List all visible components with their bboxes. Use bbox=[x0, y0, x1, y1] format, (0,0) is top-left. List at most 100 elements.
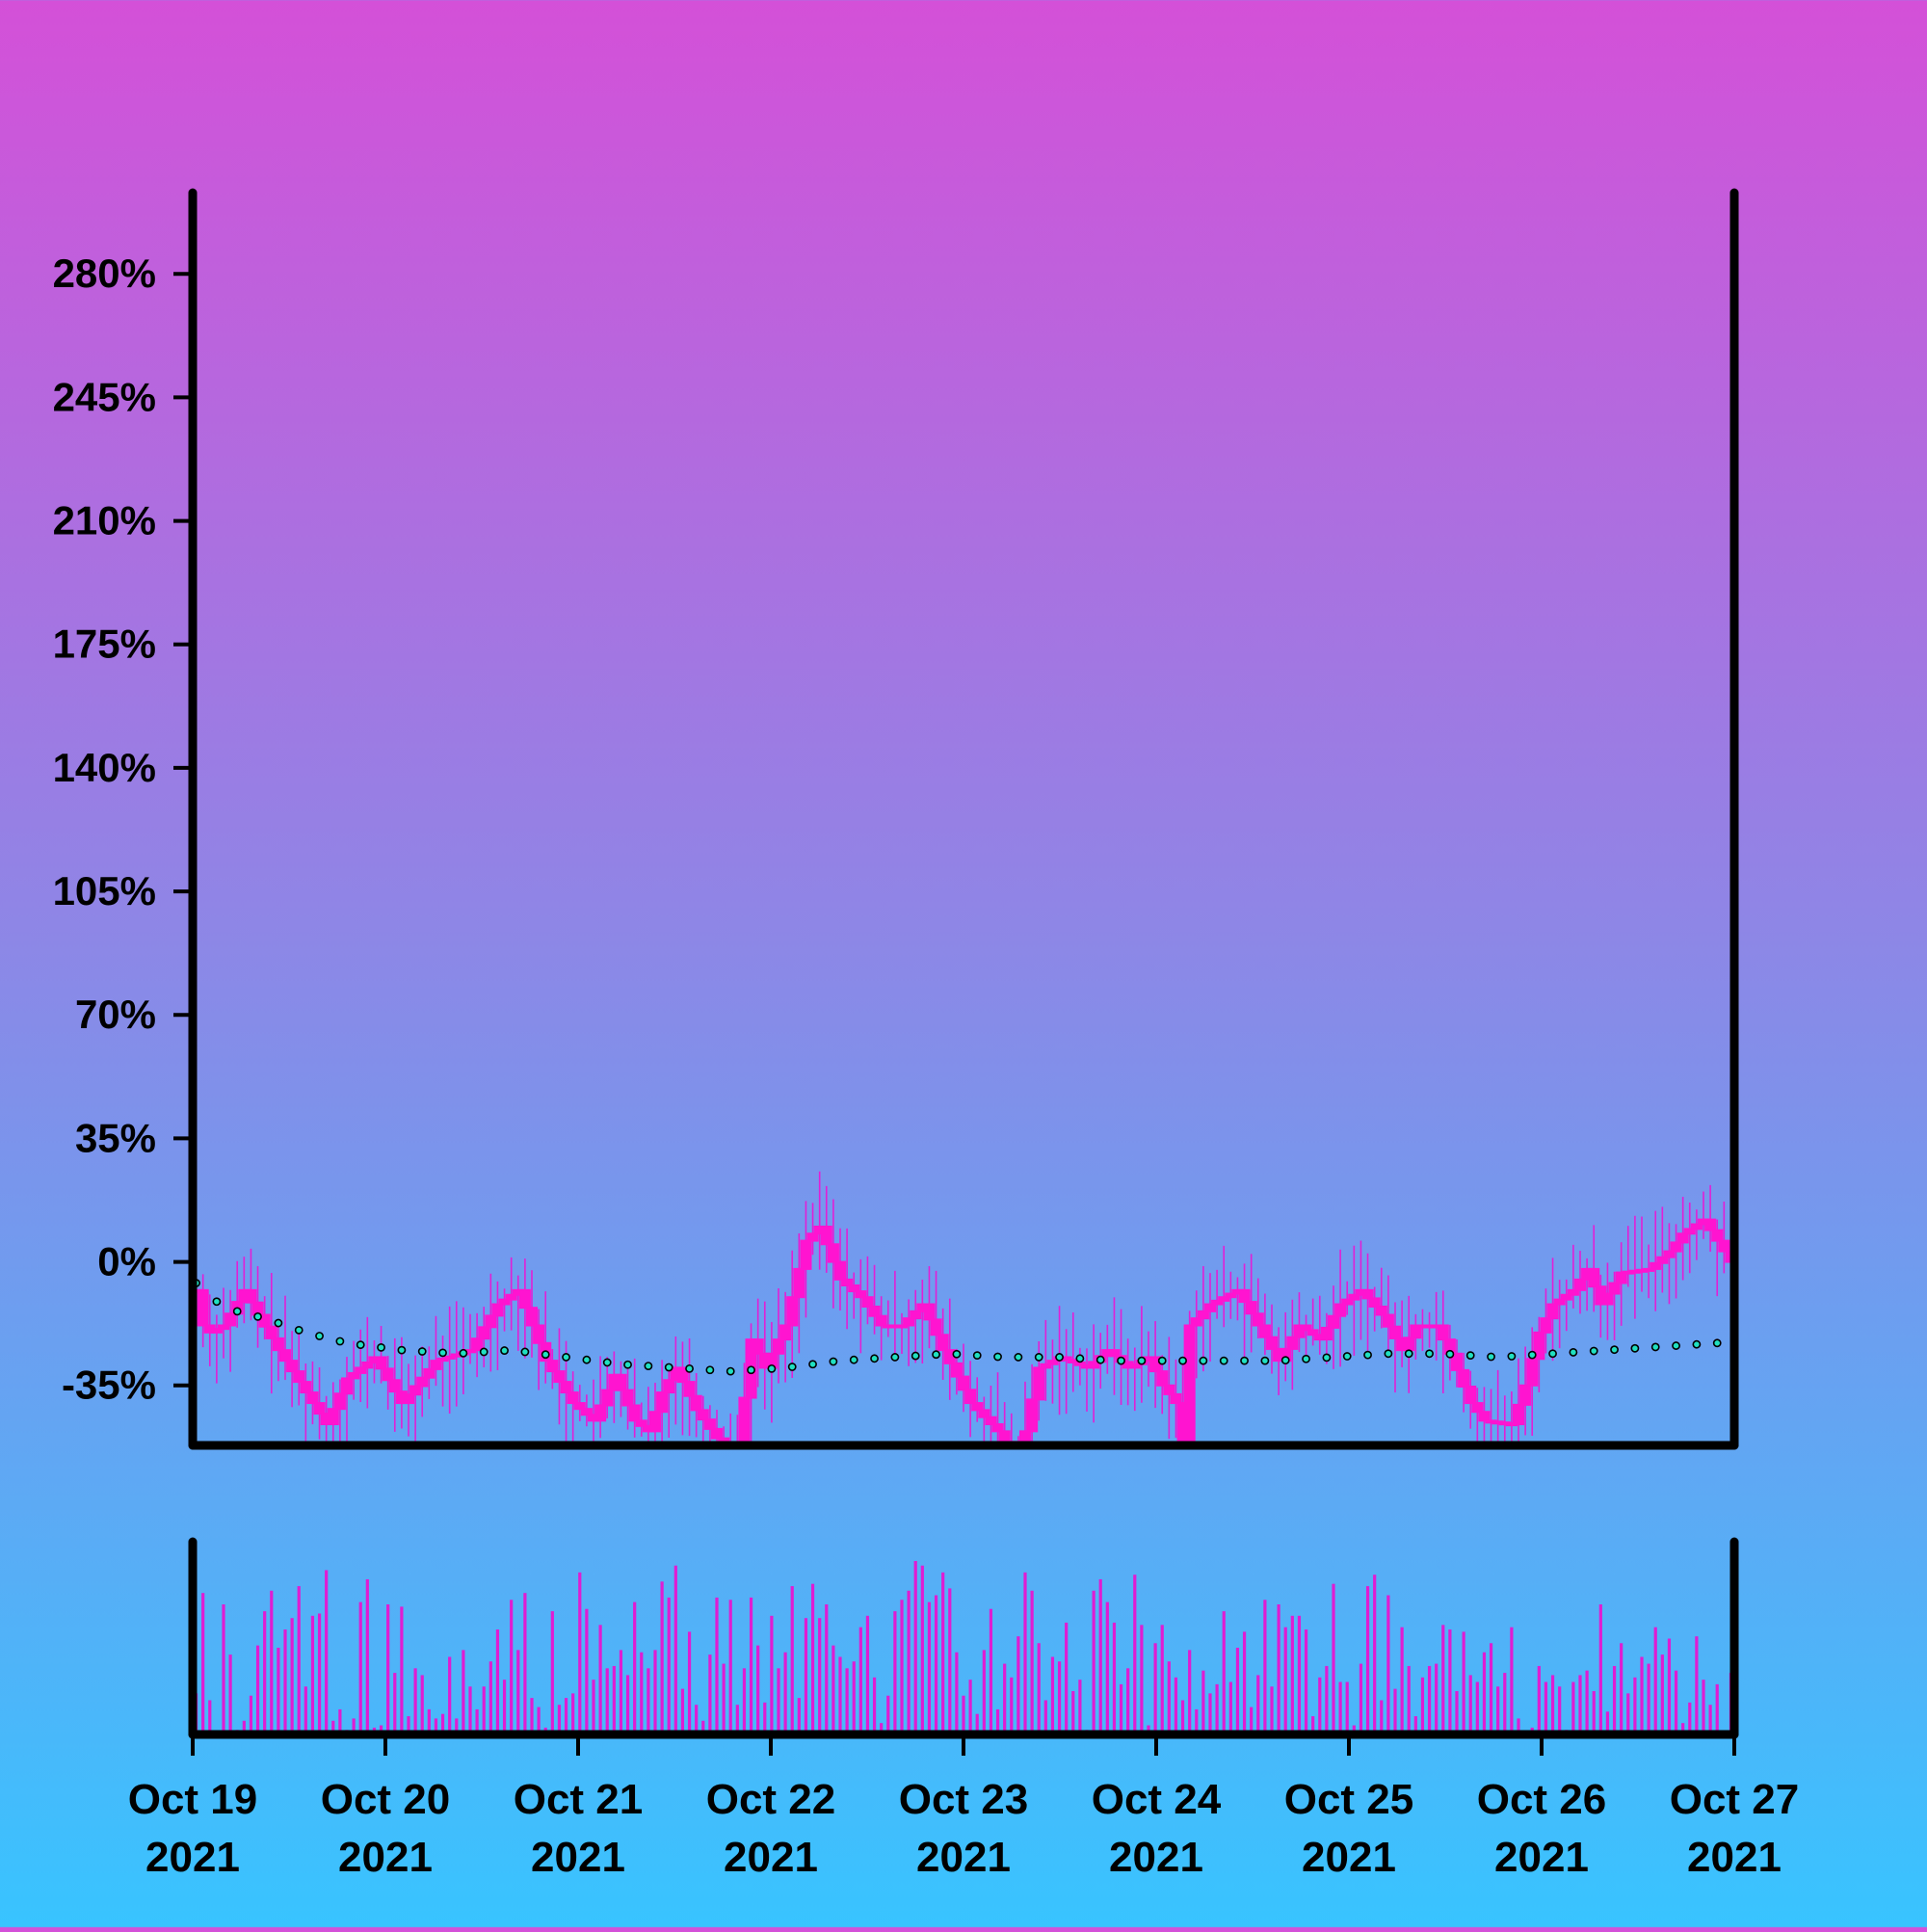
volume-bar bbox=[1153, 1643, 1157, 1734]
x-tick-label-year: 2021 bbox=[1109, 1834, 1203, 1881]
candle-body bbox=[436, 1357, 449, 1363]
volume-bar bbox=[1489, 1643, 1493, 1734]
ma-point bbox=[397, 1345, 407, 1355]
volume-bar bbox=[913, 1561, 917, 1734]
candle-body bbox=[1238, 1288, 1251, 1304]
candle-body bbox=[882, 1324, 894, 1329]
candle-body bbox=[1382, 1313, 1394, 1328]
volume-bar bbox=[1455, 1691, 1459, 1734]
ma-point bbox=[1095, 1355, 1105, 1364]
ma-point bbox=[602, 1358, 612, 1367]
candle-body bbox=[409, 1385, 422, 1396]
candle-body bbox=[471, 1337, 484, 1352]
candles-layer bbox=[193, 1171, 1734, 1445]
candle-body bbox=[697, 1409, 709, 1421]
y-tick-label: 70% bbox=[75, 992, 156, 1037]
volume-bar bbox=[625, 1675, 630, 1734]
candle-body bbox=[361, 1361, 374, 1369]
volume-bar bbox=[1620, 1643, 1623, 1734]
volume-bar bbox=[1133, 1575, 1137, 1734]
volume-bar bbox=[653, 1650, 657, 1734]
ma-point bbox=[829, 1357, 838, 1366]
volume-bar bbox=[1147, 1725, 1150, 1734]
volume-bar bbox=[1626, 1693, 1630, 1734]
volume-bar bbox=[1612, 1665, 1617, 1734]
ma-point bbox=[377, 1342, 385, 1352]
candle-body bbox=[676, 1366, 689, 1384]
ma-point bbox=[335, 1337, 345, 1346]
candle-body bbox=[1088, 1361, 1100, 1369]
candle-body bbox=[1286, 1336, 1299, 1350]
y-tick-label: 210% bbox=[53, 498, 156, 543]
y-tick-label: 175% bbox=[53, 622, 156, 667]
volume-bar bbox=[325, 1570, 329, 1734]
ma-point bbox=[1302, 1354, 1310, 1363]
ma-point bbox=[1487, 1352, 1495, 1362]
candle-body bbox=[1676, 1232, 1689, 1244]
ma-point bbox=[1240, 1356, 1249, 1365]
volume-bar bbox=[1283, 1627, 1287, 1734]
volume-bar bbox=[1016, 1636, 1020, 1734]
candle-body bbox=[553, 1370, 566, 1384]
volume-bar bbox=[1407, 1665, 1411, 1734]
volume-bar bbox=[900, 1600, 904, 1734]
volume-bar bbox=[605, 1668, 609, 1734]
volume-bar bbox=[1537, 1665, 1541, 1734]
ma-point bbox=[1569, 1348, 1578, 1357]
candle-body bbox=[1163, 1384, 1175, 1395]
volume-bar bbox=[1393, 1688, 1397, 1734]
volume-bar bbox=[510, 1600, 514, 1734]
candle-body bbox=[1375, 1305, 1387, 1316]
volume-bar bbox=[907, 1590, 911, 1734]
candle-body bbox=[245, 1288, 257, 1304]
volume-bar bbox=[585, 1608, 589, 1734]
volume-bar bbox=[1010, 1677, 1014, 1734]
candle-body bbox=[1300, 1324, 1312, 1332]
volume-bar bbox=[1105, 1601, 1109, 1734]
y-tick-label: 140% bbox=[53, 745, 156, 790]
x-tick-label-year: 2021 bbox=[1687, 1834, 1782, 1881]
candle-body bbox=[1663, 1250, 1676, 1258]
volume-bar bbox=[1468, 1675, 1472, 1734]
volume-bar bbox=[557, 1705, 562, 1734]
candle-body bbox=[1334, 1303, 1347, 1317]
ma-point bbox=[479, 1347, 488, 1357]
volume-bar bbox=[393, 1673, 397, 1734]
candle-body bbox=[210, 1328, 223, 1334]
ma-point bbox=[911, 1351, 920, 1361]
volume-bar bbox=[523, 1593, 527, 1734]
ma-point bbox=[1650, 1342, 1660, 1352]
volume-bar bbox=[1558, 1686, 1562, 1734]
volume-bar bbox=[777, 1668, 780, 1734]
volume-bar bbox=[872, 1677, 877, 1734]
candle-body bbox=[628, 1404, 641, 1422]
candle-body bbox=[1526, 1358, 1539, 1387]
volume-bar bbox=[927, 1601, 932, 1734]
candle-body bbox=[423, 1367, 436, 1379]
ma-point bbox=[1384, 1349, 1393, 1359]
volume-bar bbox=[1605, 1711, 1610, 1734]
volume-bar bbox=[968, 1680, 972, 1734]
ma-point bbox=[212, 1297, 222, 1307]
volume-bar bbox=[1078, 1680, 1082, 1734]
volume-bar bbox=[1647, 1663, 1650, 1734]
ma-point bbox=[664, 1363, 673, 1372]
candle-body bbox=[1225, 1292, 1237, 1299]
candle-body bbox=[1615, 1271, 1627, 1284]
ma-point bbox=[685, 1363, 694, 1373]
candle-body bbox=[491, 1303, 504, 1317]
volume-bar bbox=[1242, 1631, 1247, 1734]
volume-bar bbox=[1338, 1681, 1342, 1734]
volume-bar bbox=[1510, 1627, 1514, 1734]
candle-body bbox=[1040, 1363, 1052, 1369]
candle-body bbox=[1218, 1296, 1230, 1302]
candle-body bbox=[1622, 1270, 1634, 1275]
candle-body bbox=[1265, 1336, 1279, 1350]
x-tick-label-year: 2021 bbox=[531, 1834, 625, 1881]
candle-body bbox=[498, 1298, 511, 1306]
ma-point bbox=[705, 1365, 715, 1375]
candle-body bbox=[656, 1391, 669, 1414]
ma-point bbox=[356, 1340, 365, 1350]
volume-bar bbox=[516, 1650, 520, 1734]
ma-point bbox=[1363, 1350, 1372, 1360]
